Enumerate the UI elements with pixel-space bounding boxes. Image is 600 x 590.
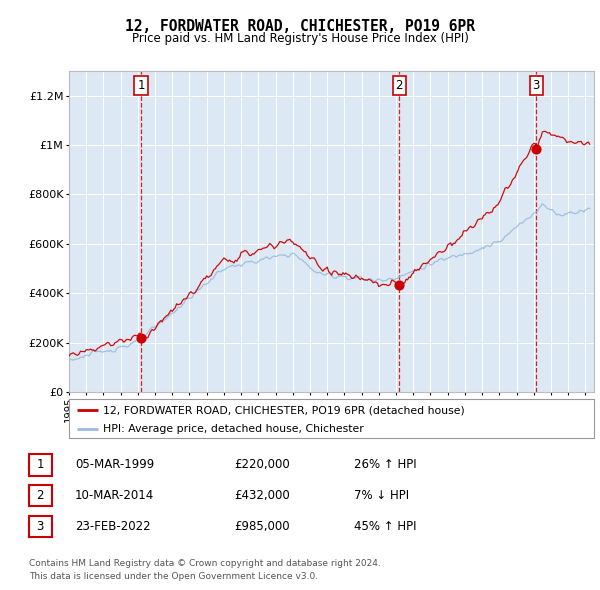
Text: Contains HM Land Registry data © Crown copyright and database right 2024.: Contains HM Land Registry data © Crown c…: [29, 559, 380, 568]
Text: 3: 3: [37, 520, 44, 533]
Text: Price paid vs. HM Land Registry's House Price Index (HPI): Price paid vs. HM Land Registry's House …: [131, 32, 469, 45]
Text: 3: 3: [532, 79, 540, 92]
Point: [395, 281, 404, 290]
Text: 2: 2: [37, 489, 44, 502]
Text: £432,000: £432,000: [234, 489, 290, 502]
Point: [532, 144, 541, 153]
Text: 12, FORDWATER ROAD, CHICHESTER, PO19 6PR (detached house): 12, FORDWATER ROAD, CHICHESTER, PO19 6PR…: [103, 405, 465, 415]
Text: 26% ↑ HPI: 26% ↑ HPI: [354, 458, 416, 471]
Text: 7% ↓ HPI: 7% ↓ HPI: [354, 489, 409, 502]
Text: 23-FEB-2022: 23-FEB-2022: [75, 520, 151, 533]
Text: £220,000: £220,000: [234, 458, 290, 471]
Text: 1: 1: [37, 458, 44, 471]
Text: HPI: Average price, detached house, Chichester: HPI: Average price, detached house, Chic…: [103, 424, 364, 434]
Text: 12, FORDWATER ROAD, CHICHESTER, PO19 6PR: 12, FORDWATER ROAD, CHICHESTER, PO19 6PR: [125, 19, 475, 34]
Text: 1: 1: [137, 79, 145, 92]
Text: 05-MAR-1999: 05-MAR-1999: [75, 458, 154, 471]
Text: £985,000: £985,000: [234, 520, 290, 533]
Point: [136, 333, 146, 343]
Text: 45% ↑ HPI: 45% ↑ HPI: [354, 520, 416, 533]
Text: This data is licensed under the Open Government Licence v3.0.: This data is licensed under the Open Gov…: [29, 572, 318, 581]
Text: 2: 2: [395, 79, 403, 92]
Text: 10-MAR-2014: 10-MAR-2014: [75, 489, 154, 502]
